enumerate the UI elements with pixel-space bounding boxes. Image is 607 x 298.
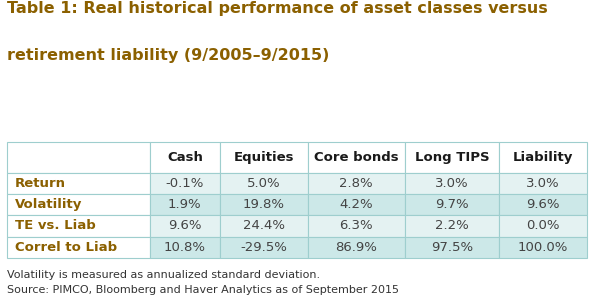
Text: 9.6%: 9.6% (526, 198, 560, 211)
Bar (308, 237, 405, 258)
Text: Correl to Liab: Correl to Liab (15, 241, 117, 254)
Text: Volatility is measured as annualized standard deviation.: Volatility is measured as annualized sta… (7, 270, 320, 280)
Text: -0.1%: -0.1% (166, 177, 204, 190)
Text: 9.6%: 9.6% (168, 219, 202, 232)
Bar (7, 215, 150, 237)
Bar (7, 194, 150, 215)
Text: 86.9%: 86.9% (336, 241, 377, 254)
Text: 19.8%: 19.8% (243, 198, 285, 211)
Bar (308, 194, 405, 215)
Bar (308, 173, 405, 194)
Bar (150, 142, 220, 173)
Bar (150, 194, 220, 215)
Text: 3.0%: 3.0% (526, 177, 560, 190)
Text: 97.5%: 97.5% (431, 241, 473, 254)
Bar (220, 215, 308, 237)
Text: Equities: Equities (234, 151, 294, 164)
Text: Source: PIMCO, Bloomberg and Haver Analytics as of September 2015: Source: PIMCO, Bloomberg and Haver Analy… (7, 285, 399, 295)
Bar (405, 215, 499, 237)
Bar (405, 173, 499, 194)
Text: 6.3%: 6.3% (339, 219, 373, 232)
Text: TE vs. Liab: TE vs. Liab (15, 219, 95, 232)
Text: Long TIPS: Long TIPS (415, 151, 489, 164)
Text: Table 1: Real historical performance of asset classes versus: Table 1: Real historical performance of … (7, 1, 548, 16)
Text: Cash: Cash (167, 151, 203, 164)
Bar (150, 237, 220, 258)
Text: 1.9%: 1.9% (168, 198, 202, 211)
Bar (150, 215, 220, 237)
Bar (405, 237, 499, 258)
Bar (7, 237, 150, 258)
Text: 10.8%: 10.8% (164, 241, 206, 254)
Text: 100.0%: 100.0% (518, 241, 568, 254)
Bar (499, 215, 587, 237)
Bar (499, 173, 587, 194)
Text: 9.7%: 9.7% (435, 198, 469, 211)
Bar (150, 173, 220, 194)
Bar (7, 173, 150, 194)
Text: 2.8%: 2.8% (339, 177, 373, 190)
Text: 24.4%: 24.4% (243, 219, 285, 232)
Text: Volatility: Volatility (15, 198, 82, 211)
Bar (499, 194, 587, 215)
Bar (220, 142, 308, 173)
Bar (499, 237, 587, 258)
Bar (499, 142, 587, 173)
Text: 5.0%: 5.0% (247, 177, 280, 190)
Bar (7, 142, 150, 173)
Bar (220, 194, 308, 215)
Bar (220, 237, 308, 258)
Bar (405, 142, 499, 173)
Text: 3.0%: 3.0% (435, 177, 469, 190)
Bar (220, 173, 308, 194)
Text: retirement liability (9/2005–9/2015): retirement liability (9/2005–9/2015) (7, 48, 330, 63)
Text: Return: Return (15, 177, 66, 190)
Text: 4.2%: 4.2% (339, 198, 373, 211)
Text: Liability: Liability (513, 151, 573, 164)
Bar (308, 142, 405, 173)
Text: 0.0%: 0.0% (526, 219, 560, 232)
Text: 2.2%: 2.2% (435, 219, 469, 232)
Bar (308, 215, 405, 237)
Bar (405, 194, 499, 215)
Text: Core bonds: Core bonds (314, 151, 399, 164)
Text: -29.5%: -29.5% (240, 241, 287, 254)
